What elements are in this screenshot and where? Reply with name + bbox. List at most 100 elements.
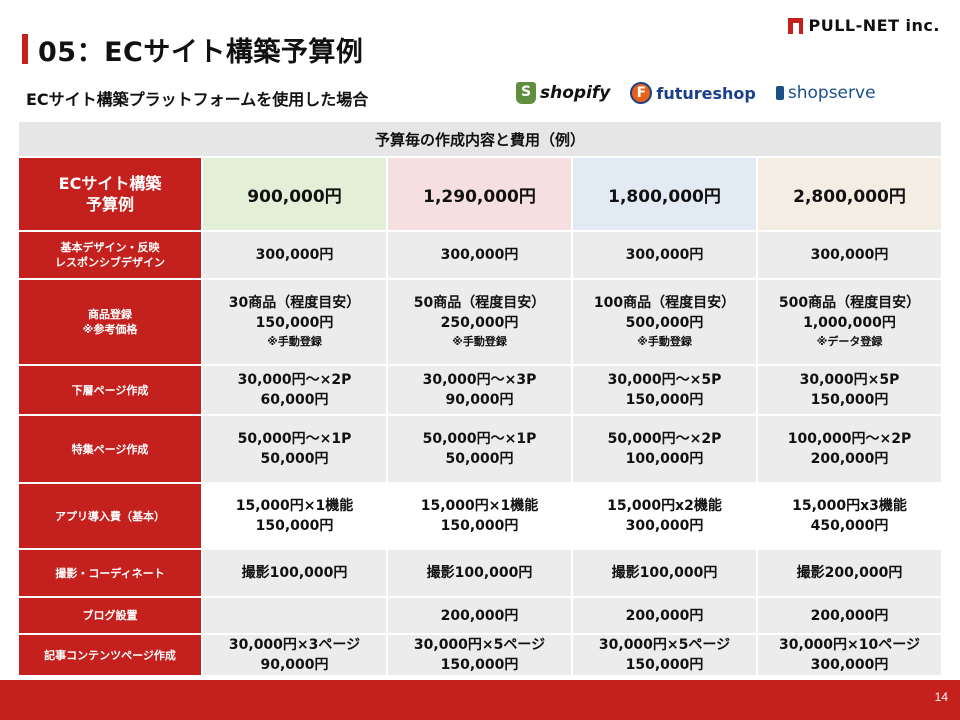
cell-line: 300,000円 [625, 247, 704, 263]
row-label-line: アプリ導入費（基本） [55, 509, 165, 523]
futureshop-logo-text: futureshop [656, 83, 756, 103]
table-cell: 300,000円 [388, 232, 571, 278]
row-label: アプリ導入費（基本） [19, 484, 201, 548]
row-label: ブログ設置 [19, 598, 201, 633]
table-cell: 15,000円x3機能 450,000円 [758, 484, 941, 548]
table-cell: 30,000円～×5P 150,000円 [573, 366, 756, 414]
row-label: 下層ページ作成 [19, 366, 201, 414]
cell-line: 100,000円 [625, 451, 704, 467]
cell-line: 撮影100,000円 [241, 565, 348, 581]
shopify-logo-text: shopify [540, 83, 611, 103]
table-cell: 300,000円 [758, 232, 941, 278]
cell-line: 撮影100,000円 [426, 565, 533, 581]
table-row: 特集ページ作成 50,000円～×1P 50,000円 50,000円～×1P … [19, 416, 941, 482]
cell-line: 30商品（程度目安） [228, 295, 361, 311]
cell-line: 150,000円 [440, 518, 519, 534]
cell-note: ※データ登録 [816, 335, 883, 348]
cell-line: 50,000円 [445, 451, 514, 467]
table-cell: 撮影100,000円 [388, 550, 571, 596]
cell-line: 200,000円 [440, 607, 519, 624]
cell-line: 200,000円 [810, 607, 889, 624]
shopify-bag-icon [516, 82, 536, 104]
cell-line: 撮影200,000円 [796, 565, 903, 581]
row-label-line: レスポンシブデザイン [55, 256, 165, 269]
table-cell: 100,000円～×2P 200,000円 [758, 416, 941, 482]
budget-header-2800k: 2,800,000円 [758, 158, 941, 230]
cell-line: 30,000円×10ページ [779, 637, 920, 653]
row-label-line: 基本デザイン・反映 [60, 241, 160, 254]
row-label: 商品登録 ※参考価格 [19, 280, 201, 364]
table-row: 基本デザイン・反映 レスポンシブデザイン 300,000円 300,000円 3… [19, 232, 941, 278]
cell-line: 150,000円 [810, 392, 889, 408]
cell-line: 300,000円 [810, 657, 889, 673]
cell-line: 30,000円～×3P [422, 372, 537, 388]
table-cell: 200,000円 [388, 598, 571, 633]
cell-line: 150,000円 [255, 315, 334, 331]
table-cell: 30,000円×10ページ 300,000円 [758, 635, 941, 675]
cell-line: 100商品（程度目安） [593, 295, 736, 311]
table-cell: 30,000円～×2P 60,000円 [203, 366, 386, 414]
shopify-logo: shopify [516, 82, 610, 104]
cell-note: ※手動登録 [267, 335, 322, 348]
cell-note: ※手動登録 [452, 335, 507, 348]
table-cell: 30,000円×3ページ 90,000円 [203, 635, 386, 675]
cell-line: 300,000円 [440, 247, 519, 263]
budget-header-1800k: 1,800,000円 [573, 158, 756, 230]
table-cell: 100商品（程度目安） 500,000円 ※手動登録 [573, 280, 756, 364]
cell-line: 30,000円～×2P [237, 372, 352, 388]
table-row: 下層ページ作成 30,000円～×2P 60,000円 30,000円～×3P … [19, 366, 941, 414]
cell-line: 200,000円 [810, 451, 889, 467]
table-row: 商品登録 ※参考価格 30商品（程度目安） 150,000円 ※手動登録 50商… [19, 280, 941, 364]
cell-line: 200,000円 [625, 607, 704, 624]
cell-line: 30,000円×3ページ [228, 637, 361, 653]
table-row: ブログ設置 200,000円 200,000円 200,000円 [19, 598, 941, 633]
page-number: 14 [934, 690, 948, 704]
cell-line: 50商品（程度目安） [413, 295, 546, 311]
cell-line: 150,000円 [440, 657, 519, 673]
table-caption: 予算毎の作成内容と費用（例） [19, 122, 941, 156]
cell-line: 90,000円 [260, 657, 329, 673]
row-label-line: ブログ設置 [82, 609, 138, 622]
shopserve-logo-text: shopserve [787, 83, 876, 103]
page-title: 05：ECサイト構築予算例 [38, 37, 364, 68]
cell-line: 450,000円 [810, 518, 889, 534]
table-cell: 500商品（程度目安） 1,000,000円 ※データ登録 [758, 280, 941, 364]
cell-line: 300,000円 [810, 247, 889, 263]
table-row: アプリ導入費（基本） 15,000円×1機能 150,000円 15,000円×… [19, 484, 941, 548]
table-cell: 撮影100,000円 [203, 550, 386, 596]
row-label-line: 商品登録 [88, 308, 132, 321]
cell-line: 30,000円×5ページ [598, 637, 731, 653]
cell-line: 300,000円 [625, 518, 704, 534]
cell-line: 500商品（程度目安） [778, 295, 921, 311]
table-cell: 300,000円 [573, 232, 756, 278]
cell-line: 100,000円～×2P [787, 431, 912, 447]
cell-note: ※手動登録 [637, 335, 692, 348]
table-cell: 200,000円 [573, 598, 756, 633]
cell-line: 15,000円×1機能 [235, 498, 354, 514]
title-accent-bar [22, 34, 28, 64]
table-cell: 15,000円×1機能 150,000円 [203, 484, 386, 548]
cell-line: 150,000円 [625, 392, 704, 408]
shopserve-logo: shopserve [775, 83, 876, 103]
cell-line: 250,000円 [440, 315, 519, 331]
cell-line: 30,000円×5ページ [413, 637, 546, 653]
shopserve-bag-icon [775, 86, 784, 100]
table-cell: 200,000円 [758, 598, 941, 633]
table-cell: 50,000円～×1P 50,000円 [203, 416, 386, 482]
budget-table: 予算毎の作成内容と費用（例） ECサイト構築 予算例 900,000円 1,29… [17, 120, 943, 677]
row-label-line: ※参考価格 [82, 323, 138, 336]
cell-line: 30,000円～×5P [607, 372, 722, 388]
table-cell: 撮影200,000円 [758, 550, 941, 596]
pullnet-logo-icon [787, 17, 803, 34]
cell-line: 500,000円 [625, 315, 704, 331]
table-cell: 15,000円×1機能 150,000円 [388, 484, 571, 548]
cell-line: 1,000,000円 [803, 315, 896, 331]
budget-header-900k: 900,000円 [203, 158, 386, 230]
footer-bar [0, 680, 960, 720]
header-label-cell: ECサイト構築 予算例 [19, 158, 201, 230]
cell-line: 150,000円 [625, 657, 704, 673]
table-row: 記事コンテンツページ作成 30,000円×3ページ 90,000円 30,000… [19, 635, 941, 675]
cell-line: 300,000円 [255, 247, 334, 263]
table-row: 撮影・コーディネート 撮影100,000円 撮影100,000円 撮影100,0… [19, 550, 941, 596]
table-cell: 撮影100,000円 [573, 550, 756, 596]
